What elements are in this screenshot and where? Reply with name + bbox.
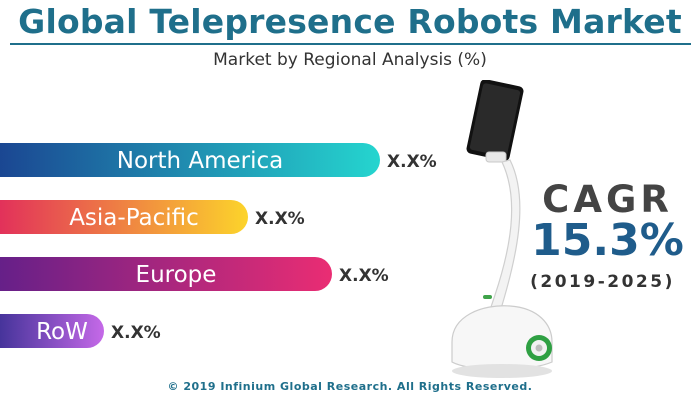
bar-category-label: RoW <box>36 319 88 345</box>
telepresence-robot-illustration <box>451 80 553 378</box>
bar-value-label: X.X% <box>387 152 437 172</box>
cagr-period: (2019-2025) <box>530 272 675 292</box>
bar-category-label: North America <box>117 148 284 174</box>
title-underline <box>10 43 691 45</box>
bar-value-label: X.X% <box>339 266 389 286</box>
bar-north-america <box>0 143 380 177</box>
bar-category-label: Europe <box>136 262 217 288</box>
chart-title: Global Telepresence Robots Market <box>18 2 682 41</box>
bar-europe <box>0 257 332 291</box>
cagr-label: CAGR <box>542 178 673 221</box>
copyright-footer: © 2019 Infinium Global Research. All Rig… <box>167 380 533 393</box>
bar-value-label: X.X% <box>111 323 161 343</box>
bar-category-label: Asia-Pacific <box>69 205 199 231</box>
chart-subtitle: Market by Regional Analysis (%) <box>213 50 487 70</box>
bar-asia-pacific <box>0 200 248 234</box>
cagr-value: 15.3% <box>531 215 684 266</box>
bar-row <box>0 314 104 348</box>
bar-value-label: X.X% <box>255 209 305 229</box>
